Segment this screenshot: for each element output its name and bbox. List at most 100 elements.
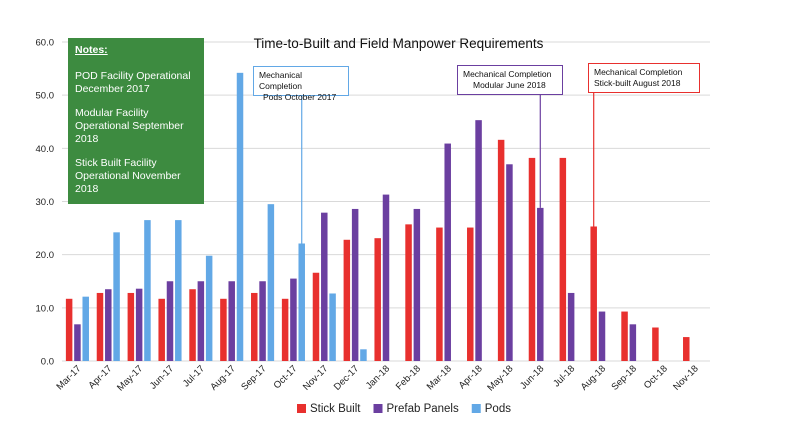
x-tick-label: Apr-17 — [86, 363, 114, 391]
bar-prefab-panels — [105, 289, 112, 361]
x-tick-label: Nov-18 — [671, 363, 700, 392]
note-stick-built-facility: Stick Built Facility Operational Novembe… — [75, 157, 181, 195]
x-tick-label: Mar-17 — [54, 363, 83, 392]
y-tick-label: 60.0 — [36, 38, 55, 49]
bar-prefab-panels — [567, 292, 575, 361]
notes-box: Notes: POD Facility Operational December… — [68, 38, 204, 204]
callout-pods: Mechanical Completion Pods October 2017 — [253, 66, 349, 102]
bar-prefab-panels — [135, 288, 143, 361]
bar-stick-built — [374, 238, 381, 361]
bar-stick-built — [127, 292, 135, 361]
bar-stick-built — [559, 157, 567, 361]
callout-stick-built: Mechanical Completion Stick-built August… — [588, 63, 700, 93]
chart-title: Time-to-Built and Field Manpower Require… — [253, 36, 544, 51]
x-tick-labels: Mar-17 Apr-17 May-17 Jun-17 Jul-17 Aug-17 Sep-… — [54, 363, 700, 393]
bar-prefab-panels — [382, 194, 390, 361]
bar-stick-built — [96, 292, 104, 361]
x-tick-label: Oct-17 — [272, 363, 300, 391]
callout-stick-built-line2: Stick-built August 2018 — [594, 78, 681, 88]
bar-pods — [360, 349, 367, 361]
x-tick-label: Aug-18 — [579, 363, 608, 392]
bar-stick-built — [621, 311, 628, 361]
x-tick-label: May-18 — [485, 363, 515, 393]
bar-stick-built — [652, 327, 659, 361]
legend-label: Stick Built — [310, 403, 361, 415]
x-tick-label: Jul-17 — [181, 363, 207, 389]
y-tick-label: 20.0 — [36, 250, 55, 261]
bar-stick-built — [251, 292, 258, 361]
bar-stick-built — [436, 227, 443, 361]
bar-pods — [329, 293, 336, 361]
bar-prefab-panels — [413, 208, 421, 361]
callout-leader-lines — [301, 93, 595, 244]
bar-prefab-panels — [228, 281, 235, 361]
y-tick-labels: 0.0 10.0 20.0 30.0 40.0 50.0 60.0 — [36, 38, 55, 368]
callout-modular-line2: Modular June 2018 — [473, 80, 546, 90]
x-tick-label: Jan-18 — [364, 363, 392, 391]
bar-prefab-panels — [537, 207, 544, 361]
bar-pods — [205, 255, 213, 361]
bar-stick-built — [405, 224, 412, 361]
bar-stick-built — [65, 298, 73, 361]
x-tick-label: Sep-18 — [610, 363, 639, 392]
bars — [65, 72, 690, 361]
y-tick-label: 40.0 — [36, 144, 55, 155]
legend-label: Prefab Panels — [387, 403, 459, 415]
bar-prefab-panels — [598, 311, 606, 361]
bar-prefab-panels — [629, 324, 637, 361]
bar-pods — [82, 296, 89, 361]
bar-prefab-panels — [506, 164, 513, 361]
legend-swatch — [471, 404, 481, 413]
y-tick-label: 10.0 — [36, 303, 55, 314]
bar-pods — [298, 243, 305, 361]
bar-stick-built — [528, 157, 536, 361]
bar-pods — [175, 220, 182, 361]
bar-prefab-panels — [351, 208, 359, 361]
x-tick-label: Nov-17 — [301, 363, 330, 392]
x-tick-label: Oct-18 — [642, 363, 670, 391]
bar-prefab-panels — [74, 324, 81, 361]
x-tick-label: Dec-17 — [332, 363, 361, 392]
callout-pods-line1: Mechanical Completion — [259, 70, 302, 91]
x-tick-label: Sep-17 — [239, 363, 268, 392]
x-tick-label: Jul-18 — [551, 363, 577, 389]
note-pod-facility: POD Facility Operational December 2017 — [75, 70, 191, 95]
legend-swatch — [297, 404, 306, 413]
legend-label: Pods — [485, 403, 511, 415]
bar-prefab-panels — [444, 143, 451, 361]
callout-stick-built-line1: Mechanical Completion — [594, 67, 683, 77]
bar-pods — [144, 220, 151, 361]
bar-prefab-panels — [475, 120, 482, 361]
legend: Stick Built Prefab Panels Pods — [297, 403, 511, 415]
notes-title: Notes: — [75, 44, 108, 56]
bar-stick-built — [220, 298, 227, 361]
y-tick-label: 30.0 — [36, 197, 55, 208]
bar-prefab-panels — [321, 212, 328, 361]
x-tick-label: Jun-17 — [148, 363, 176, 391]
bar-stick-built — [590, 226, 597, 361]
bar-pods — [113, 232, 120, 361]
x-tick-label: Feb-18 — [394, 363, 423, 392]
bar-stick-built — [189, 289, 196, 361]
x-tick-label: Jun-18 — [518, 363, 546, 391]
bar-pods — [267, 204, 275, 361]
legend-swatch — [373, 404, 383, 413]
x-tick-label: Aug-17 — [208, 363, 237, 392]
bar-stick-built — [312, 272, 320, 361]
callout-modular: Mechanical Completion Modular June 2018 — [457, 65, 563, 95]
callout-modular-line1: Mechanical Completion — [463, 69, 552, 79]
note-modular-facility: Modular Facility Operational September 2… — [75, 107, 184, 145]
bar-pods — [236, 72, 244, 361]
bar-stick-built — [158, 298, 165, 361]
callout-pods-line2: Pods October 2017 — [263, 92, 337, 102]
x-tick-label: Mar-18 — [425, 363, 454, 392]
y-tick-label: 50.0 — [36, 91, 55, 102]
x-tick-label: Apr-18 — [457, 363, 485, 391]
bar-prefab-panels — [259, 281, 266, 361]
bar-stick-built — [497, 139, 505, 361]
bar-stick-built — [343, 239, 351, 361]
bar-prefab-panels — [290, 278, 297, 361]
bar-prefab-panels — [197, 281, 205, 361]
bar-stick-built — [281, 298, 289, 361]
y-tick-label: 0.0 — [41, 357, 54, 368]
